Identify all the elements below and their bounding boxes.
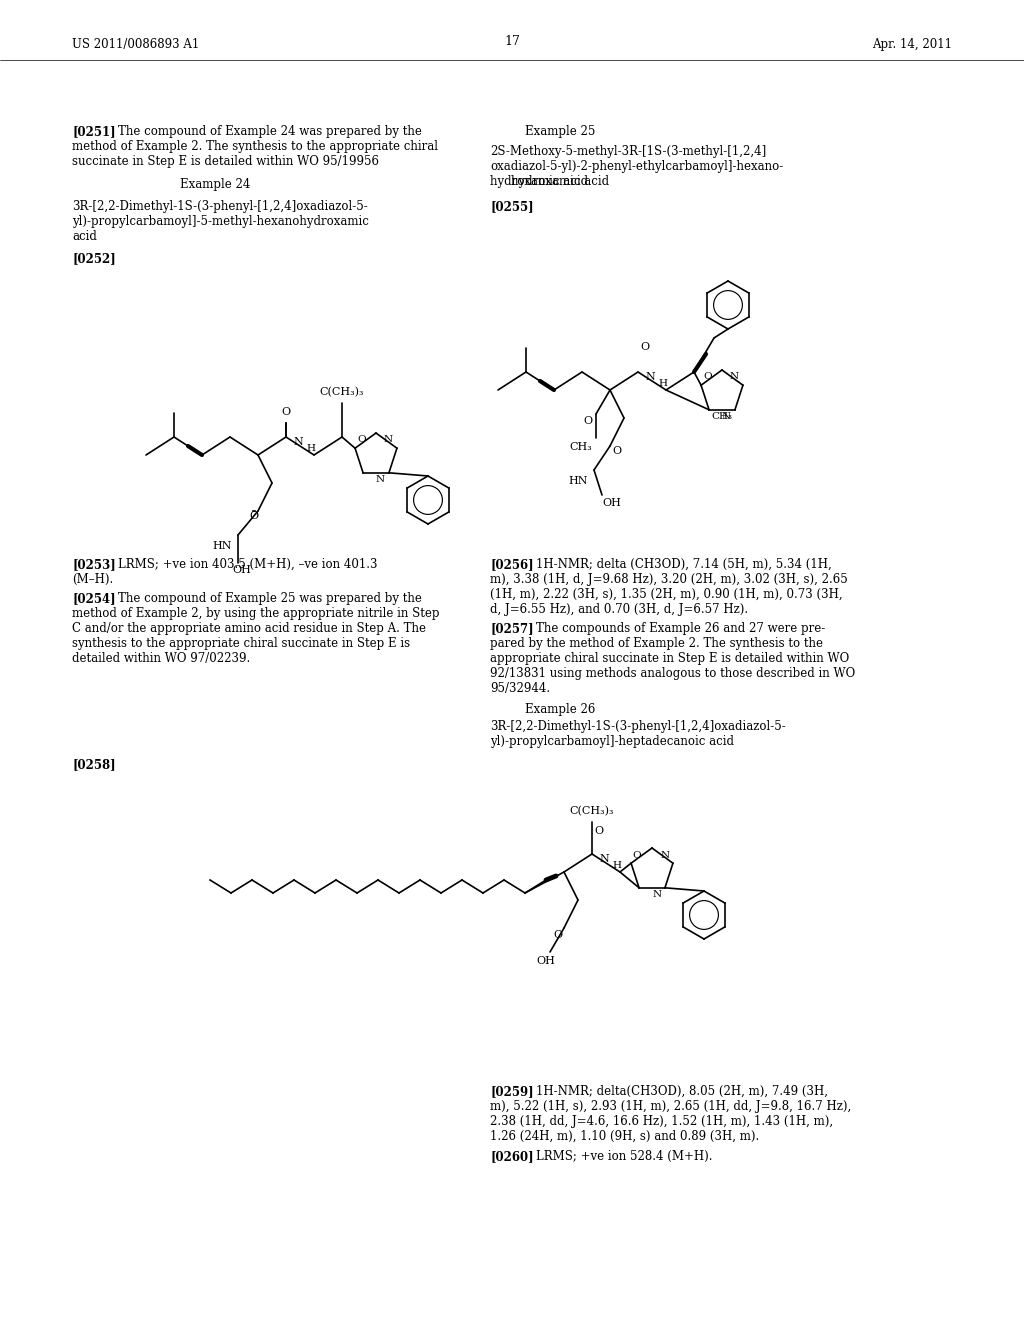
Text: 92/13831 using methods analogous to those described in WO: 92/13831 using methods analogous to thos…	[490, 667, 855, 680]
Text: Example 25: Example 25	[525, 125, 595, 139]
Text: CH₃: CH₃	[711, 412, 732, 421]
Text: N: N	[730, 372, 739, 381]
Text: N: N	[599, 854, 609, 865]
Text: C and/or the appropriate amino acid residue in Step A. The: C and/or the appropriate amino acid resi…	[72, 622, 426, 635]
Text: appropriate chiral succinate in Step E is detailed within WO: appropriate chiral succinate in Step E i…	[490, 652, 849, 665]
Text: 2.38 (1H, dd, J=4.6, 16.6 Hz), 1.52 (1H, m), 1.43 (1H, m),: 2.38 (1H, dd, J=4.6, 16.6 Hz), 1.52 (1H,…	[490, 1115, 834, 1129]
Text: O: O	[553, 931, 562, 940]
Text: N: N	[645, 372, 655, 381]
Text: [0256]: [0256]	[490, 558, 534, 572]
Text: HN: HN	[213, 541, 232, 550]
Text: C(CH₃)₃: C(CH₃)₃	[319, 387, 365, 397]
Text: O: O	[594, 826, 603, 836]
Text: oxadiazol-5-yl)-2-phenyl-ethylcarbamoyl]-hexano-: oxadiazol-5-yl)-2-phenyl-ethylcarbamoyl]…	[490, 160, 783, 173]
Text: [0257]: [0257]	[490, 622, 534, 635]
Text: US 2011/0086893 A1: US 2011/0086893 A1	[72, 38, 200, 51]
Text: m), 3.38 (1H, d, J=9.68 Hz), 3.20 (2H, m), 3.02 (3H, s), 2.65: m), 3.38 (1H, d, J=9.68 Hz), 3.20 (2H, m…	[490, 573, 848, 586]
Text: 1H-NMR; delta(CH3OD), 8.05 (2H, m), 7.49 (3H,: 1H-NMR; delta(CH3OD), 8.05 (2H, m), 7.49…	[536, 1085, 828, 1098]
Text: OH: OH	[602, 498, 621, 508]
Text: hydroxamic acid: hydroxamic acid	[490, 176, 588, 187]
Text: (M–H).: (M–H).	[72, 573, 114, 586]
Text: acid: acid	[72, 230, 97, 243]
Text: 1.26 (24H, m), 1.10 (9H, s) and 0.89 (3H, m).: 1.26 (24H, m), 1.10 (9H, s) and 0.89 (3H…	[490, 1130, 759, 1143]
Text: [0258]: [0258]	[72, 758, 116, 771]
Text: succinate in Step E is detailed within WO 95/19956: succinate in Step E is detailed within W…	[72, 154, 379, 168]
Text: OH: OH	[232, 565, 251, 576]
Text: N: N	[722, 412, 731, 421]
Text: C(CH₃)₃: C(CH₃)₃	[569, 805, 614, 816]
Text: O: O	[612, 446, 622, 455]
Text: 17: 17	[504, 36, 520, 48]
Text: N: N	[653, 890, 662, 899]
Text: HN: HN	[568, 477, 588, 486]
Text: m), 5.22 (1H, s), 2.93 (1H, m), 2.65 (1H, dd, J=9.8, 16.7 Hz),: m), 5.22 (1H, s), 2.93 (1H, m), 2.65 (1H…	[490, 1100, 851, 1113]
Text: LRMS; +ve ion 528.4 (M+H).: LRMS; +ve ion 528.4 (M+H).	[536, 1150, 713, 1163]
Text: (1H, m), 2.22 (3H, s), 1.35 (2H, m), 0.90 (1H, m), 0.73 (3H,: (1H, m), 2.22 (3H, s), 1.35 (2H, m), 0.9…	[490, 587, 843, 601]
Text: [0260]: [0260]	[490, 1150, 534, 1163]
Text: N: N	[384, 436, 393, 445]
Text: 3R-[2,2-Dimethyl-1S-(3-phenyl-[1,2,4]oxadiazol-5-: 3R-[2,2-Dimethyl-1S-(3-phenyl-[1,2,4]oxa…	[72, 201, 368, 213]
Text: O: O	[583, 416, 592, 426]
Text: H: H	[658, 379, 667, 388]
Text: 3R-[2,2-Dimethyl-1S-(3-phenyl-[1,2,4]oxadiazol-5-: 3R-[2,2-Dimethyl-1S-(3-phenyl-[1,2,4]oxa…	[490, 719, 785, 733]
Text: O: O	[632, 851, 641, 861]
Text: detailed within WO 97/02239.: detailed within WO 97/02239.	[72, 652, 250, 665]
Text: N: N	[660, 851, 670, 861]
Text: 2S-Methoxy-5-methyl-3R-[1S-(3-methyl-[1,2,4]: 2S-Methoxy-5-methyl-3R-[1S-(3-methyl-[1,…	[490, 145, 766, 158]
Text: H: H	[306, 444, 315, 453]
Text: yl)-propylcarbamoyl]-5-methyl-hexanohydroxamic: yl)-propylcarbamoyl]-5-methyl-hexanohydr…	[72, 215, 369, 228]
Text: [0255]: [0255]	[490, 201, 534, 213]
Text: The compounds of Example 26 and 27 were pre-: The compounds of Example 26 and 27 were …	[536, 622, 825, 635]
Text: synthesis to the appropriate chiral succinate in Step E is: synthesis to the appropriate chiral succ…	[72, 638, 411, 649]
Text: yl)-propylcarbamoyl]-heptadecanoic acid: yl)-propylcarbamoyl]-heptadecanoic acid	[490, 735, 734, 748]
Text: [0251]: [0251]	[72, 125, 116, 139]
Text: hydroxamic acid: hydroxamic acid	[511, 176, 609, 187]
Text: The compound of Example 25 was prepared by the: The compound of Example 25 was prepared …	[118, 591, 422, 605]
Text: method of Example 2. The synthesis to the appropriate chiral: method of Example 2. The synthesis to th…	[72, 140, 438, 153]
Text: OH: OH	[537, 956, 555, 966]
Text: O: O	[703, 372, 712, 381]
Text: Apr. 14, 2011: Apr. 14, 2011	[872, 38, 952, 51]
Text: O: O	[249, 511, 258, 521]
Text: H: H	[612, 861, 621, 870]
Text: N: N	[293, 437, 303, 447]
Text: O: O	[282, 407, 291, 417]
Text: [0253]: [0253]	[72, 558, 116, 572]
Text: LRMS; +ve ion 403.5 (M+H), –ve ion 401.3: LRMS; +ve ion 403.5 (M+H), –ve ion 401.3	[118, 558, 378, 572]
Text: [0252]: [0252]	[72, 252, 116, 265]
Text: [0259]: [0259]	[490, 1085, 534, 1098]
Text: pared by the method of Example 2. The synthesis to the: pared by the method of Example 2. The sy…	[490, 638, 823, 649]
Text: O: O	[640, 342, 649, 352]
Text: d, J=6.55 Hz), and 0.70 (3H, d, J=6.57 Hz).: d, J=6.55 Hz), and 0.70 (3H, d, J=6.57 H…	[490, 603, 749, 616]
Text: The compound of Example 24 was prepared by the: The compound of Example 24 was prepared …	[118, 125, 422, 139]
Text: 95/32944.: 95/32944.	[490, 682, 550, 696]
Text: Example 24: Example 24	[180, 178, 250, 191]
Text: N: N	[376, 475, 385, 484]
Text: CH₃: CH₃	[569, 442, 592, 451]
Text: Example 26: Example 26	[525, 704, 595, 715]
Text: 1H-NMR; delta (CH3OD), 7.14 (5H, m), 5.34 (1H,: 1H-NMR; delta (CH3OD), 7.14 (5H, m), 5.3…	[536, 558, 831, 572]
Text: method of Example 2, by using the appropriate nitrile in Step: method of Example 2, by using the approp…	[72, 607, 439, 620]
Text: [0254]: [0254]	[72, 591, 116, 605]
Text: O: O	[357, 436, 366, 445]
